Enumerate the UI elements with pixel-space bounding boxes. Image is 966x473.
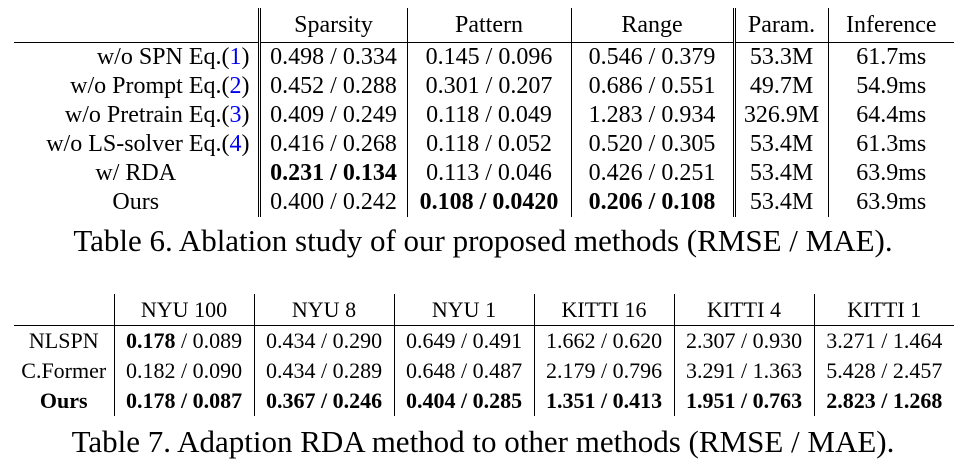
table-6-header-inference: Inference	[827, 8, 954, 43]
result-cell: 0.178 / 0.087	[113, 386, 254, 416]
table-7-header-kitti16: KITTI 16	[533, 294, 674, 326]
table-6-caption: Table 6. Ablation study of our proposed …	[73, 223, 893, 258]
row-label: w/ RDA	[95, 160, 177, 186]
table-6-header-pattern: Pattern	[406, 8, 571, 43]
result-cell: 0.649 / 0.491	[393, 325, 534, 356]
range-cell: 0.686 / 0.551	[570, 72, 734, 101]
result-cell: 1.351 / 0.413	[533, 386, 674, 416]
row-label: C.Former	[21, 358, 107, 383]
row-label: NLSPN	[28, 328, 99, 353]
result-cell: 0.434 / 0.290	[253, 325, 394, 356]
table-row: w/o SPN Eq.(1) 0.498 / 0.334 0.145 / 0.0…	[14, 42, 954, 72]
table-row: C.Former 0.182 / 0.090 0.434 / 0.289 0.6…	[14, 356, 954, 386]
result-cell: 0.367 / 0.246	[253, 386, 394, 416]
range-cell: 1.283 / 0.934	[570, 101, 734, 130]
table-6-header-range: Range	[570, 8, 734, 43]
inference-cell: 61.7ms	[827, 42, 954, 72]
param-cell: 53.3M	[732, 42, 828, 72]
pattern-cell: 0.118 / 0.052	[406, 130, 571, 159]
result-cell: 0.434 / 0.289	[253, 356, 394, 386]
inference-cell: 63.9ms	[827, 188, 954, 217]
pattern-cell: 0.108 / 0.0420	[406, 188, 571, 217]
table-row: Ours 0.400 / 0.242 0.108 / 0.0420 0.206 …	[14, 188, 954, 217]
result-cell: 0.178 / 0.089	[113, 325, 254, 356]
pattern-cell: 0.301 / 0.207	[406, 72, 571, 101]
equation-ref-link[interactable]: 1	[229, 44, 242, 70]
pattern-cell: 0.113 / 0.046	[406, 159, 571, 188]
row-label: w/o Prompt Eq.(2)	[70, 73, 250, 99]
param-cell: 49.7M	[732, 72, 828, 101]
pattern-cell: 0.145 / 0.096	[406, 42, 571, 72]
sparsity-cell: 0.231 / 0.134	[257, 159, 407, 188]
table-7-header-kitti1: KITTI 1	[813, 294, 954, 326]
table-7-corner-cell	[14, 294, 114, 326]
param-cell: 53.4M	[732, 188, 828, 217]
row-label: Ours	[112, 189, 160, 215]
range-cell: 0.546 / 0.379	[570, 42, 734, 72]
table-6-corner-cell	[14, 8, 259, 43]
table-row: NLSPN 0.178 / 0.089 0.434 / 0.290 0.649 …	[14, 325, 954, 356]
inference-cell: 61.3ms	[827, 130, 954, 159]
result-cell: 2.823 / 1.268	[813, 386, 954, 416]
row-label: w/o Pretrain Eq.(3)	[64, 102, 250, 128]
table-7-header-row: NYU 100 NYU 8 NYU 1 KITTI 16 KITTI 4 KIT…	[14, 294, 954, 326]
sparsity-cell: 0.452 / 0.288	[257, 72, 407, 101]
row-label: w/o SPN Eq.(1)	[96, 44, 250, 70]
sparsity-cell: 0.498 / 0.334	[257, 42, 407, 72]
result-cell: 1.951 / 0.763	[673, 386, 814, 416]
table-7-caption: Table 7. Adaption RDA method to other me…	[71, 424, 895, 459]
row-label: Ours	[39, 388, 88, 413]
param-cell: 53.4M	[732, 130, 828, 159]
table-7-header-nyu8: NYU 8	[253, 294, 394, 326]
result-cell: 0.648 / 0.487	[393, 356, 534, 386]
table-row: w/ RDA 0.231 / 0.134 0.113 / 0.046 0.426…	[14, 159, 954, 188]
range-cell: 0.426 / 0.251	[570, 159, 734, 188]
sparsity-cell: 0.416 / 0.268	[257, 130, 407, 159]
param-cell: 326.9M	[732, 101, 828, 130]
sparsity-cell: 0.409 / 0.249	[257, 101, 407, 130]
table-7: NYU 100 NYU 8 NYU 1 KITTI 16 KITTI 4 KIT…	[14, 294, 954, 416]
inference-cell: 64.4ms	[827, 101, 954, 130]
inference-cell: 63.9ms	[827, 159, 954, 188]
table-6-header-row: Sparsity Pattern Range Param. Inference	[14, 8, 954, 43]
equation-ref-link[interactable]: 3	[229, 102, 242, 128]
pattern-cell: 0.118 / 0.049	[406, 101, 571, 130]
table-6: Sparsity Pattern Range Param. Inference …	[14, 8, 954, 217]
sparsity-cell: 0.400 / 0.242	[257, 188, 407, 217]
range-cell: 0.206 / 0.108	[570, 188, 734, 217]
table-7-header-nyu1: NYU 1	[393, 294, 534, 326]
result-cell: 0.182 / 0.090	[113, 356, 254, 386]
equation-ref-link[interactable]: 2	[229, 73, 242, 99]
table-7-header-kitti4: KITTI 4	[673, 294, 814, 326]
result-cell: 3.271 / 1.464	[813, 325, 954, 356]
table-row: Ours 0.178 / 0.087 0.367 / 0.246 0.404 /…	[14, 386, 954, 416]
result-cell: 1.662 / 0.620	[533, 325, 674, 356]
result-cell: 2.307 / 0.930	[673, 325, 814, 356]
param-cell: 53.4M	[732, 159, 828, 188]
result-cell: 5.428 / 2.457	[813, 356, 954, 386]
table-6-header-sparsity: Sparsity	[257, 8, 407, 43]
inference-cell: 54.9ms	[827, 72, 954, 101]
result-cell: 3.291 / 1.363	[673, 356, 814, 386]
result-cell: 2.179 / 0.796	[533, 356, 674, 386]
equation-ref-link[interactable]: 4	[229, 131, 242, 157]
table-row: w/o Prompt Eq.(2) 0.452 / 0.288 0.301 / …	[14, 72, 954, 101]
row-label: w/o LS-solver Eq.(4)	[46, 131, 250, 157]
table-row: w/o LS-solver Eq.(4) 0.416 / 0.268 0.118…	[14, 130, 954, 159]
table-7-header-nyu100: NYU 100	[113, 294, 254, 326]
result-cell: 0.404 / 0.285	[393, 386, 534, 416]
table-6-header-param: Param.	[732, 8, 828, 43]
table-row: w/o Pretrain Eq.(3) 0.409 / 0.249 0.118 …	[14, 101, 954, 130]
range-cell: 0.520 / 0.305	[570, 130, 734, 159]
